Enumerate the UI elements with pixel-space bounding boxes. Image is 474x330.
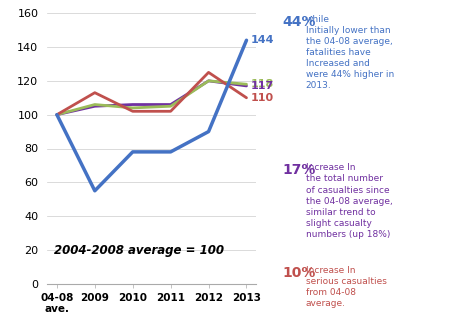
Text: 17%: 17% <box>282 163 315 177</box>
Text: 44%: 44% <box>282 15 316 29</box>
Text: 110: 110 <box>251 93 274 103</box>
Text: 117: 117 <box>251 81 274 91</box>
Text: Increase In
serious casualties
from 04-08
average.: Increase In serious casualties from 04-0… <box>306 266 387 308</box>
Text: 144: 144 <box>251 35 274 45</box>
Text: 2004-2008 average = 100: 2004-2008 average = 100 <box>54 244 224 257</box>
Text: while
Initially lower than
the 04-08 average,
fatalities have
Increased and
were: while Initially lower than the 04-08 ave… <box>306 15 394 90</box>
Text: Increase In
the total number
of casualties since
the 04-08 average,
similar tren: Increase In the total number of casualti… <box>306 163 392 239</box>
Text: 10%: 10% <box>282 266 315 280</box>
Text: 118: 118 <box>251 79 274 89</box>
